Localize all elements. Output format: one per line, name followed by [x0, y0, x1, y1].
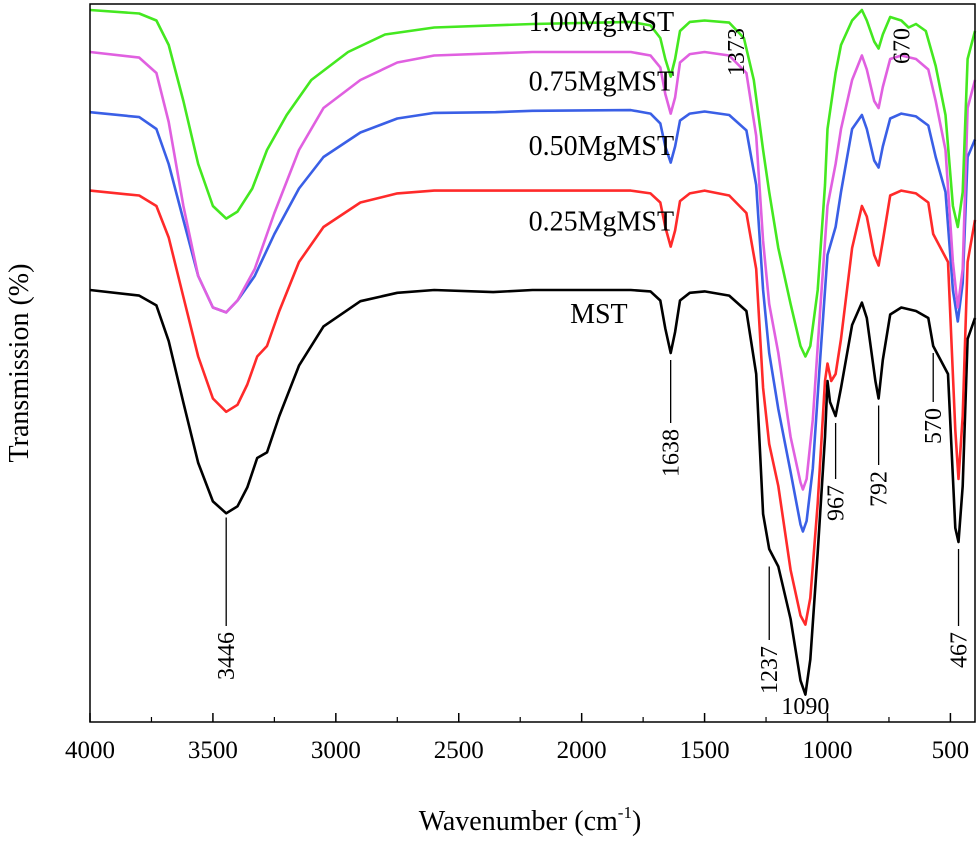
series-line-3	[89, 50, 977, 491]
plot-frame	[89, 3, 976, 723]
y-axis-label: Transmission (%)	[4, 264, 35, 463]
x-tick-label-5: 1500	[680, 737, 730, 764]
x-tick-label-3: 2500	[434, 737, 484, 764]
series-line-4	[89, 8, 977, 358]
peak-label-6: 792	[867, 471, 893, 507]
peak-label-5: 967	[824, 485, 850, 521]
x-axis-label: Wavenumber (cm-1)	[419, 803, 642, 837]
series-label-1: 0.75MgMST	[529, 67, 674, 98]
x-tick-label-4: 2000	[557, 737, 607, 764]
peak-label-1: 1638	[659, 429, 685, 477]
peak-label-0: 3446	[214, 632, 240, 680]
series-label-4: MST	[570, 299, 628, 330]
x-tick-label-6: 1000	[803, 737, 853, 764]
series-label-3: 0.25MgMST	[529, 207, 674, 238]
series-line-2	[89, 108, 977, 533]
x-tick-label-7: 500	[932, 737, 970, 764]
peak-label-4: 1090	[781, 694, 829, 720]
series-label-layer: 1.00MgMST 0.75MgMST 0.50MgMST 0.25MgMST MST	[529, 7, 674, 330]
peak-label-2: 1373	[724, 28, 750, 76]
series-layer	[89, 8, 977, 696]
x-tick-label-2: 3000	[311, 737, 361, 764]
x-axis-ticks: 4000 3500 3000 2500 2000 1500 1000 500	[65, 713, 969, 764]
series-label-2: 0.50MgMST	[529, 131, 674, 162]
x-tick-label-1: 3500	[188, 737, 238, 764]
peak-label-9: 467	[947, 632, 973, 668]
series-line-0	[89, 288, 977, 696]
x-tick-label-0: 4000	[65, 737, 115, 764]
peak-label-7: 670	[889, 28, 915, 64]
series-line-1	[89, 189, 977, 626]
peak-label-8: 570	[921, 408, 947, 444]
peak-label-3: 1237	[757, 646, 783, 694]
series-label-0: 1.00MgMST	[529, 7, 674, 38]
